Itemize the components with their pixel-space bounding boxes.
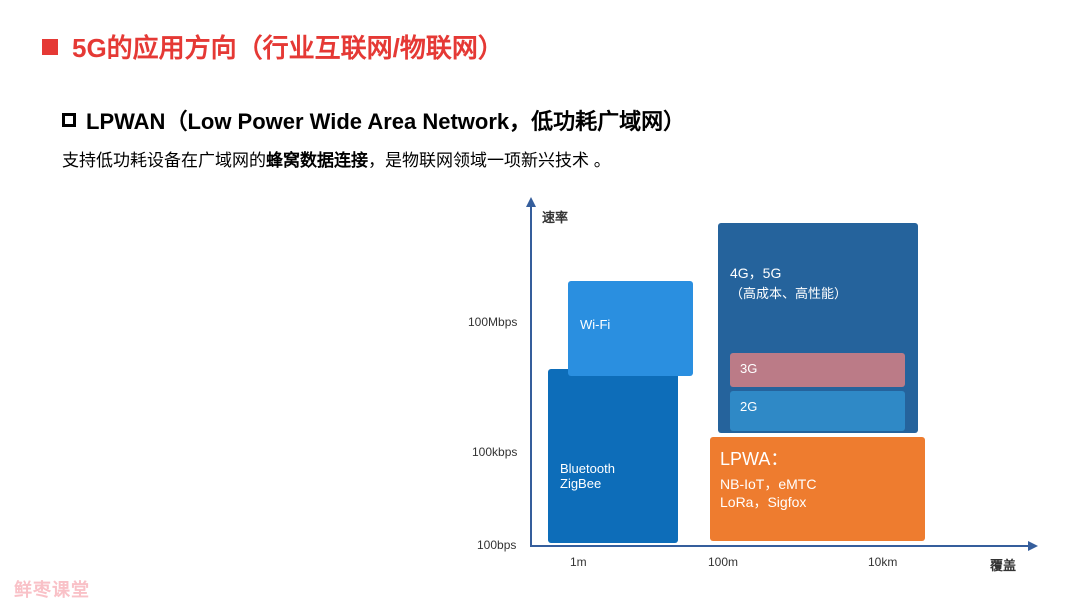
slide-title: 5G的应用方向（行业互联网/物联网） — [72, 28, 504, 65]
x-tick-1: 100m — [708, 555, 738, 569]
y-axis — [530, 205, 532, 545]
block-3g-label: 3G — [740, 361, 757, 376]
subtitle-text: LPWAN（Low Power Wide Area Network，低功耗广域网… — [86, 104, 685, 136]
description: 支持低功耗设备在广域网的蜂窝数据连接，是物联网领域一项新兴技术 。 — [62, 146, 611, 171]
block-lpwa-line1: NB-IoT，eMTC — [720, 475, 915, 493]
slide-title-row: 5G的应用方向（行业互联网/物联网） — [42, 28, 504, 65]
block-lpwa-title: LPWA： — [720, 445, 915, 471]
block-lpwa-line2: LoRa，Sigfox — [720, 493, 915, 511]
description-prefix: 支持低功耗设备在广域网的 — [62, 151, 266, 170]
block-lpwa: LPWA： NB-IoT，eMTC LoRa，Sigfox — [710, 437, 925, 541]
block-bt-line1: Bluetooth — [560, 461, 615, 476]
block-2g-label: 2G — [740, 399, 757, 414]
block-wifi: Wi-Fi — [568, 281, 693, 376]
block-3g: 3G — [730, 353, 905, 387]
block-4g-5g-subtitle: （高成本、高性能） — [730, 283, 847, 302]
x-tick-2: 10km — [868, 555, 897, 569]
block-bt-line2: ZigBee — [560, 476, 615, 491]
x-axis — [530, 545, 1030, 547]
block-4g-5g-title: 4G，5G — [730, 263, 847, 283]
watermark: 鲜枣课堂 — [14, 576, 90, 602]
description-bold: 蜂窝数据连接 — [266, 151, 368, 170]
subtitle-row: LPWAN（Low Power Wide Area Network，低功耗广域网… — [62, 104, 685, 136]
title-bullet-icon — [42, 39, 58, 55]
block-2g: 2G — [730, 391, 905, 431]
y-axis-title: 速率 — [542, 207, 568, 226]
subtitle-bullet-icon — [62, 113, 76, 127]
block-bluetooth-zigbee: Bluetooth ZigBee — [548, 369, 678, 543]
x-tick-0: 1m — [570, 555, 587, 569]
coverage-rate-chart: 速率 覆盖 100Mbps 100kbps 100bps 1m 100m 10k… — [460, 205, 1040, 585]
x-axis-title: 覆盖 — [990, 555, 1016, 574]
y-tick-0: 100Mbps — [468, 315, 517, 329]
description-suffix: ，是物联网领域一项新兴技术 。 — [368, 151, 611, 170]
y-tick-1: 100kbps — [472, 445, 517, 459]
block-wifi-label: Wi-Fi — [580, 317, 610, 332]
y-tick-2: 100bps — [477, 538, 516, 552]
